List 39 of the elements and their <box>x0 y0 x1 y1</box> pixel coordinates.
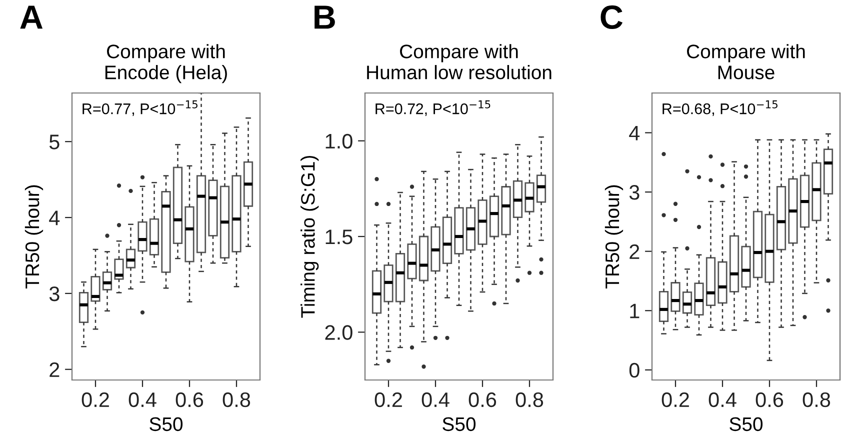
text: A <box>20 6 43 29</box>
y-tick-label: 2 <box>50 362 60 377</box>
y-tick-label: 0 <box>629 362 640 378</box>
x-axis-title: S50 <box>442 417 476 432</box>
chart-title: Compare with Human low resolution <box>367 44 552 80</box>
y-tick-label: 5 <box>49 134 60 150</box>
x-tick-label: 0.6 <box>756 392 784 408</box>
x-tick-label: 0.4 <box>708 392 736 408</box>
annotation: R=0.77, P<10$^{−15}$ <box>82 100 198 116</box>
y-tick-label: 4 <box>629 126 640 140</box>
y-tick-label: 3 <box>49 286 60 302</box>
y-tick-label: 1 <box>630 304 640 318</box>
annotation: R=0.68, P<10$^{−15}$ <box>662 100 778 116</box>
x-tick-label: 0.8 <box>802 392 830 408</box>
x-axis-title: S50 <box>730 417 763 432</box>
x-tick-label: 0.8 <box>222 392 250 408</box>
x-axis-title: S50 <box>150 417 183 432</box>
x-tick-label: 0.4 <box>128 392 156 408</box>
chart-title: Compare with Encode (Hela) <box>105 44 227 84</box>
y-tick-label: 3 <box>629 185 640 200</box>
x-tick-label: 0.8 <box>516 392 544 408</box>
annotation: R=0.72, P<10$^{−15}$ <box>376 100 490 116</box>
x-tick-label: 0.4 <box>422 392 450 408</box>
y-axis-title: Timing ratio (S:G1) <box>300 156 319 318</box>
text: C <box>600 5 623 30</box>
x-tick-label: 0.6 <box>176 392 204 408</box>
x-tick-label: 0.2 <box>82 392 109 408</box>
chart-title: Compare with Mouse <box>687 44 805 80</box>
y-tick-label: 1.0 <box>326 134 352 149</box>
x-tick-label: 0.2 <box>374 392 402 408</box>
x-tick-label: 0.2 <box>662 392 689 408</box>
y-axis-title: TR50 (hour) <box>604 185 624 288</box>
y-tick-label: 2 <box>630 244 640 259</box>
text: B <box>314 6 335 29</box>
y-tick-label: 4 <box>49 210 60 226</box>
y-tick-label: 1.5 <box>326 230 352 244</box>
y-axis-title: TR50 (hour) <box>24 185 44 288</box>
x-tick-label: 0.6 <box>468 392 496 408</box>
y-tick-label: 2.0 <box>325 325 352 340</box>
